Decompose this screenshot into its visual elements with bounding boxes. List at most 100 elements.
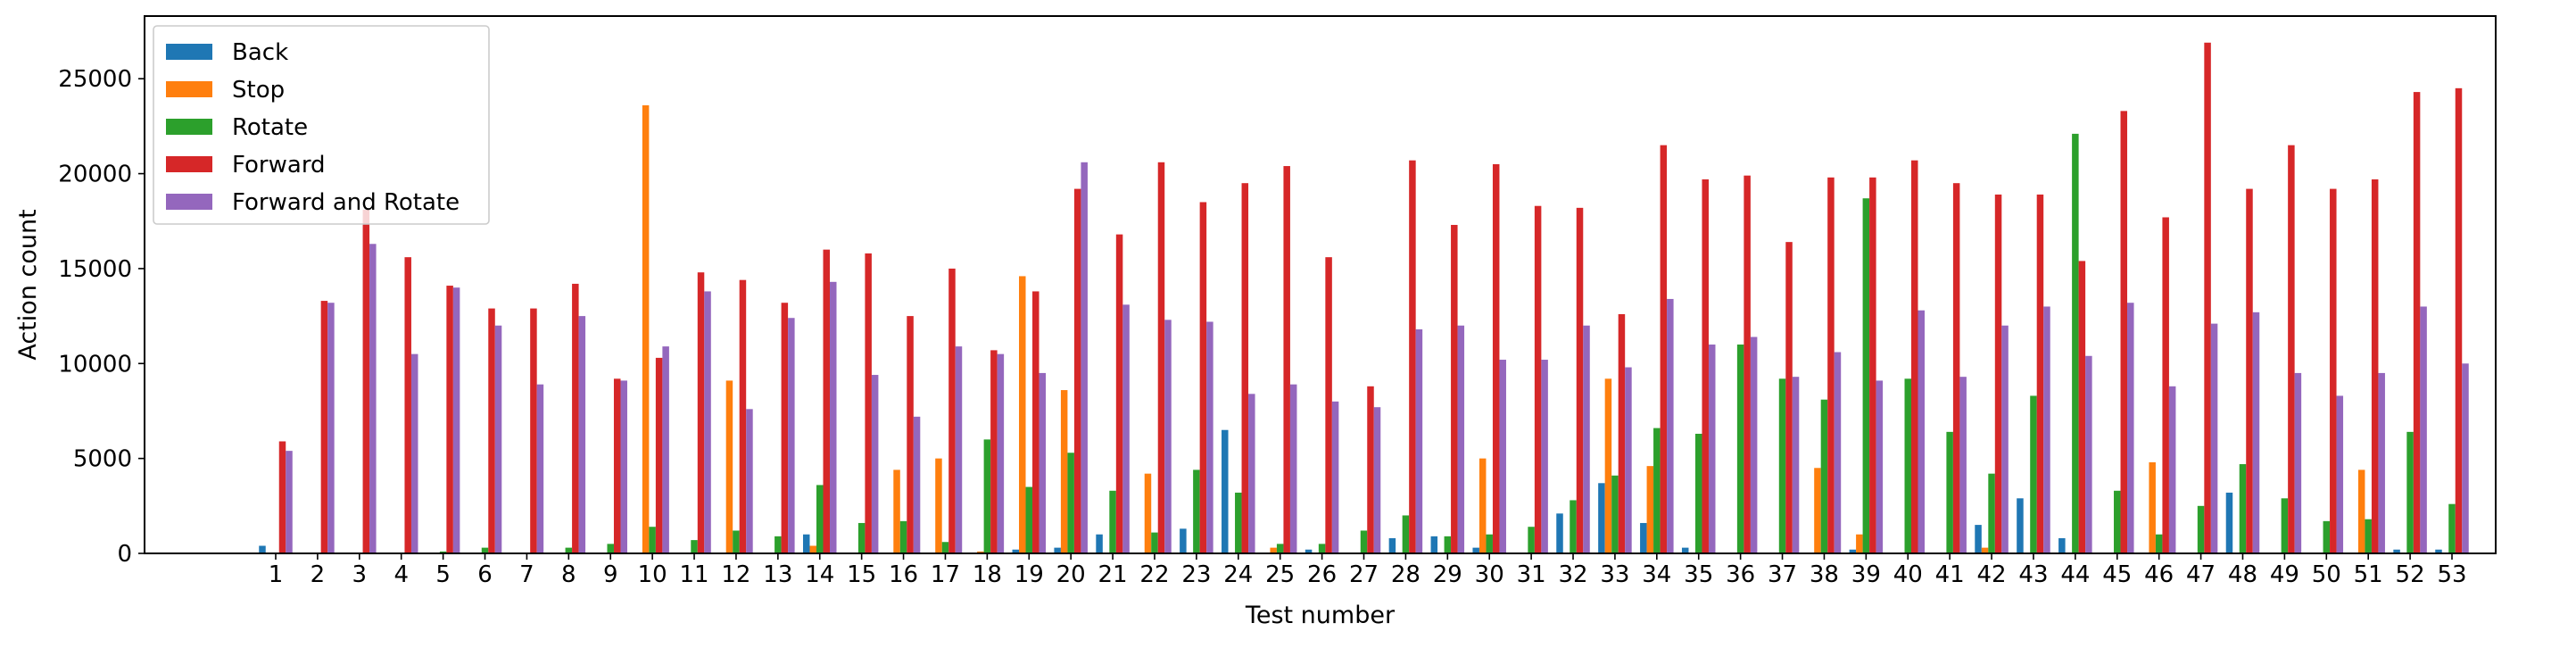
- bar-forward-test-48: [2246, 188, 2253, 553]
- bar-forward-test-2: [320, 301, 328, 553]
- bar-forward-and-rotate-test-35: [1708, 345, 1716, 553]
- bar-back-test-48: [2225, 492, 2233, 553]
- legend: Back Stop Rotate Forward Forward and Rotate: [153, 25, 490, 225]
- bar-rotate-test-39: [1862, 198, 1870, 553]
- x-tick-label: 36: [1726, 561, 1755, 588]
- bar-rotate-test-10: [649, 527, 656, 553]
- x-tick-label: 15: [847, 561, 876, 588]
- bar-forward-test-52: [2413, 92, 2421, 554]
- x-tick-label: 47: [2186, 561, 2216, 588]
- ticks-layer: 1 2 3 4 5 6 7 8 9 10 11 12 13 14 15 16 17 18 19 20 21 22 23 24 2…: [58, 66, 2466, 588]
- bar-forward-test-16: [907, 316, 914, 553]
- bar-forward-test-5: [446, 286, 453, 553]
- bar-forward-test-33: [1618, 313, 1626, 553]
- bar-rotate-test-28: [1402, 515, 1410, 553]
- bar-rotate-test-29: [1444, 536, 1452, 553]
- bar-rotate-test-35: [1694, 433, 1702, 553]
- bar-rotate-test-44: [2072, 133, 2079, 553]
- bar-forward-and-rotate-test-43: [2043, 306, 2050, 553]
- bar-forward-and-rotate-test-49: [2294, 372, 2302, 553]
- bar-back-test-29: [1430, 536, 1438, 553]
- bar-back-test-1: [259, 545, 266, 553]
- x-tick-label: 35: [1684, 561, 1713, 588]
- bar-forward-and-rotate-test-10: [662, 346, 669, 553]
- bar-rotate-test-21: [1109, 490, 1116, 553]
- x-tick-label: 2: [311, 561, 326, 588]
- bar-forward-test-17: [948, 268, 956, 553]
- bar-stop-test-20: [1060, 390, 1068, 553]
- bar-forward-and-rotate-test-11: [704, 291, 711, 553]
- bar-stop-test-22: [1144, 473, 1152, 553]
- bar-forward-test-4: [404, 257, 411, 553]
- x-tick-label: 45: [2102, 561, 2132, 588]
- bar-rotate-test-23: [1193, 469, 1200, 553]
- bar-forward-test-34: [1660, 145, 1668, 553]
- bar-forward-and-rotate-test-39: [1876, 380, 1884, 553]
- bar-rotate-test-14: [816, 485, 824, 553]
- plot-frame: [144, 15, 2497, 554]
- x-tick-label: 14: [805, 561, 834, 588]
- bar-rotate-test-18: [983, 439, 991, 553]
- y-axis-label: Action count: [14, 209, 42, 360]
- bar-rotate-test-11: [691, 540, 698, 553]
- bar-forward-and-rotate-test-51: [2378, 372, 2385, 553]
- bar-forward-test-8: [572, 283, 579, 553]
- bar-rotate-test-53: [2448, 503, 2456, 553]
- bar-forward-and-rotate-test-24: [1248, 394, 1255, 553]
- x-tick-label: 30: [1475, 561, 1504, 588]
- x-tick-label: 32: [1558, 561, 1587, 588]
- bar-forward-test-22: [1157, 162, 1165, 554]
- bar-rotate-test-9: [607, 544, 614, 553]
- bar-rotate-test-40: [1904, 378, 1911, 553]
- legend-swatch: [166, 119, 212, 135]
- bar-stop-test-34: [1646, 466, 1654, 553]
- bar-back-test-33: [1598, 483, 1605, 553]
- x-tick-label: 31: [1517, 561, 1546, 588]
- bar-stop-test-12: [725, 380, 733, 553]
- x-tick-label: 37: [1768, 561, 1797, 588]
- bar-forward-and-rotate-test-18: [997, 353, 1005, 553]
- bar-forward-and-rotate-test-38: [1834, 352, 1842, 553]
- bar-forward-and-rotate-test-19: [1039, 372, 1047, 553]
- x-tick-label: 51: [2354, 561, 2383, 588]
- x-tick-label: 34: [1642, 561, 1671, 588]
- bar-forward-and-rotate-test-34: [1667, 298, 1674, 553]
- bar-back-test-53: [2435, 549, 2442, 553]
- bar-forward-and-rotate-test-45: [2127, 303, 2134, 553]
- bar-forward-test-41: [1952, 183, 1960, 553]
- bar-forward-test-47: [2204, 42, 2211, 553]
- bar-stop-test-30: [1479, 458, 1487, 553]
- x-tick-label: 41: [1935, 561, 1965, 588]
- bar-rotate-test-22: [1151, 532, 1158, 553]
- bar-forward-and-rotate-test-21: [1122, 304, 1130, 553]
- bar-forward-test-7: [530, 308, 537, 553]
- bar-forward-and-rotate-test-28: [1415, 328, 1423, 553]
- bar-forward-and-rotate-test-15: [871, 375, 879, 553]
- x-tick-label: 42: [1977, 561, 2007, 588]
- bar-rotate-test-33: [1611, 475, 1619, 553]
- x-tick-label: 23: [1181, 561, 1211, 588]
- bar-forward-and-rotate-test-48: [2252, 312, 2260, 553]
- legend-swatch: [166, 81, 212, 97]
- bar-rotate-test-36: [1736, 345, 1744, 553]
- bar-back-test-30: [1472, 547, 1479, 553]
- bar-forward-test-20: [1073, 188, 1081, 553]
- bar-back-test-23: [1180, 528, 1187, 553]
- bar-forward-and-rotate-test-32: [1583, 325, 1590, 553]
- x-axis-label: Test number: [1245, 602, 1396, 629]
- bar-forward-and-rotate-test-4: [410, 353, 418, 553]
- bar-rotate-test-45: [2114, 490, 2121, 553]
- bar-forward-test-14: [823, 249, 830, 553]
- bar-stop-test-14: [809, 545, 816, 553]
- bar-forward-test-25: [1283, 166, 1290, 554]
- x-tick-label: 50: [2312, 561, 2341, 588]
- bar-forward-and-rotate-test-36: [1750, 336, 1758, 553]
- bar-forward-and-rotate-test-2: [327, 303, 335, 553]
- y-tick-label: 0: [117, 541, 132, 568]
- bar-rotate-test-27: [1360, 530, 1368, 553]
- bar-rotate-test-50: [2323, 520, 2331, 553]
- y-tick-label: 15000: [58, 256, 132, 283]
- x-tick-label: 52: [2396, 561, 2425, 588]
- bar-forward-test-15: [865, 253, 872, 553]
- x-tick-label: 48: [2228, 561, 2257, 588]
